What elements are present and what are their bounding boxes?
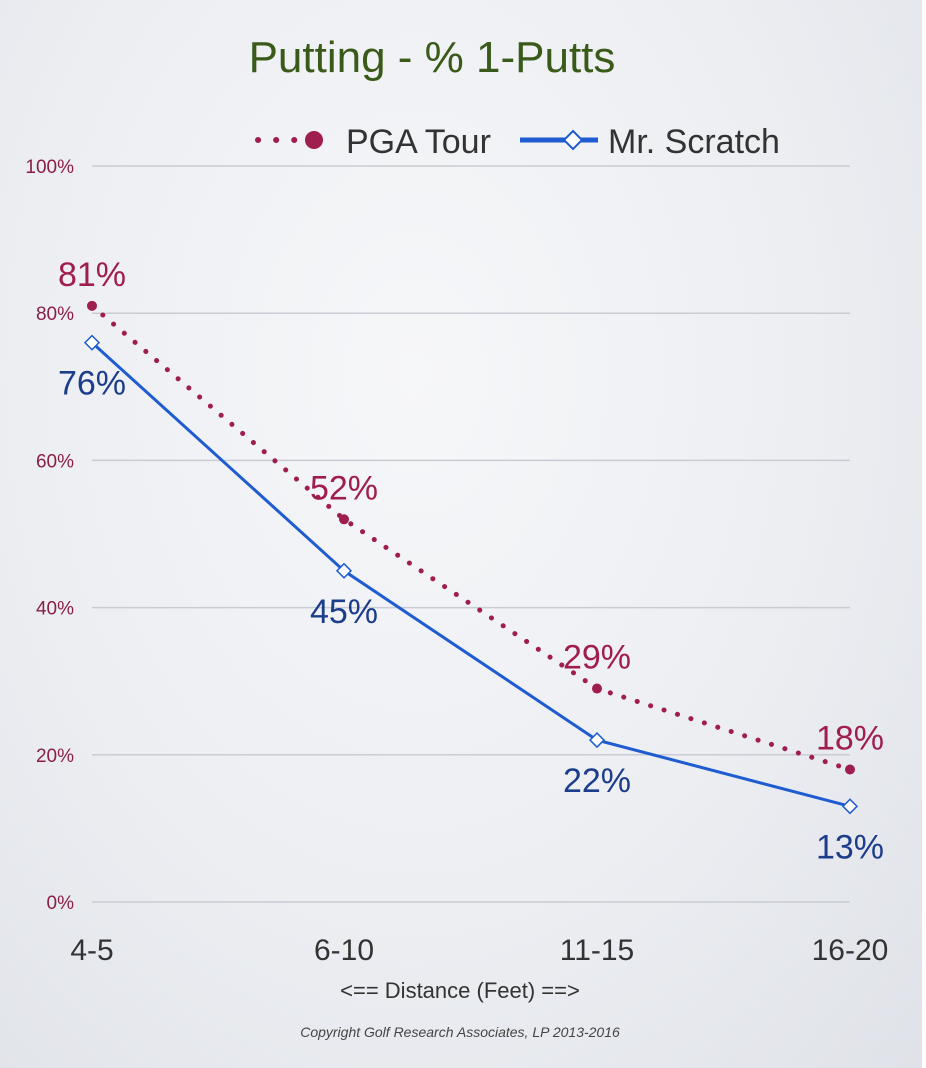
y-tick-label-100: 100% [25,157,74,178]
data-label-mr-scratch-11-15: 22% [563,762,631,800]
legend-scratch-label: Mr. Scratch [608,123,780,161]
point-mr-scratch-4-5 [83,334,101,351]
point-pga-tour-16-20 [845,764,855,775]
series-markers [83,300,859,815]
x-tick-label-6-10: 6-10 [314,934,374,967]
y-axis-ticks: 0% 20% 40% 60% 80% 100% [25,157,74,914]
x-axis-ticks: 4-5 6-10 11-15 16-20 [70,934,888,967]
data-label-mr-scratch-6-10: 45% [310,593,378,631]
data-label-mr-scratch-16-20: 13% [816,828,884,866]
legend: PGA Tour Mr. Scratch [255,123,780,161]
legend-scratch-marker-icon [562,129,584,151]
series-lines [89,303,853,808]
y-tick-label-40: 40% [36,599,74,620]
copyright-text: Copyright Golf Research Associates, LP 2… [300,1024,620,1040]
data-label-pga-tour-6-10: 52% [310,469,378,507]
legend-pga-label: PGA Tour [346,123,491,161]
data-label-pga-tour-16-20: 18% [816,720,884,758]
x-tick-label-11-15: 11-15 [560,934,635,967]
series-line-mr-scratch [90,341,851,808]
right-border [922,0,926,1068]
legend-pga-marker-icon [305,131,323,149]
point-mr-scratch-6-10 [335,562,353,579]
point-mr-scratch-11-15 [588,732,606,749]
data-label-pga-tour-4-5: 81% [58,256,126,294]
data-label-mr-scratch-4-5: 76% [58,365,126,403]
chart-title: Putting - % 1-Putts [249,33,616,82]
x-tick-label-4-5: 4-5 [70,934,113,967]
point-pga-tour-4-5 [87,300,97,311]
data-label-pga-tour-11-15: 29% [563,639,631,677]
series-line-pga-tour [89,303,853,773]
grid [92,165,850,903]
point-mr-scratch-16-20 [841,798,859,815]
y-tick-label-20: 20% [36,746,74,767]
y-tick-label-80: 80% [36,304,74,325]
point-pga-tour-11-15 [592,683,602,694]
legend-item-pga: PGA Tour [255,123,491,161]
x-axis-label: <== Distance (Feet) ==> [340,978,580,1003]
point-pga-tour-6-10 [339,514,349,525]
y-tick-label-0: 0% [47,893,75,914]
y-tick-label-60: 60% [36,451,74,472]
x-tick-label-16-20: 16-20 [812,934,889,967]
legend-item-scratch: Mr. Scratch [520,123,780,161]
data-labels: 81% 52% 29% 18% 76% 45% 22% 13% [58,256,884,866]
